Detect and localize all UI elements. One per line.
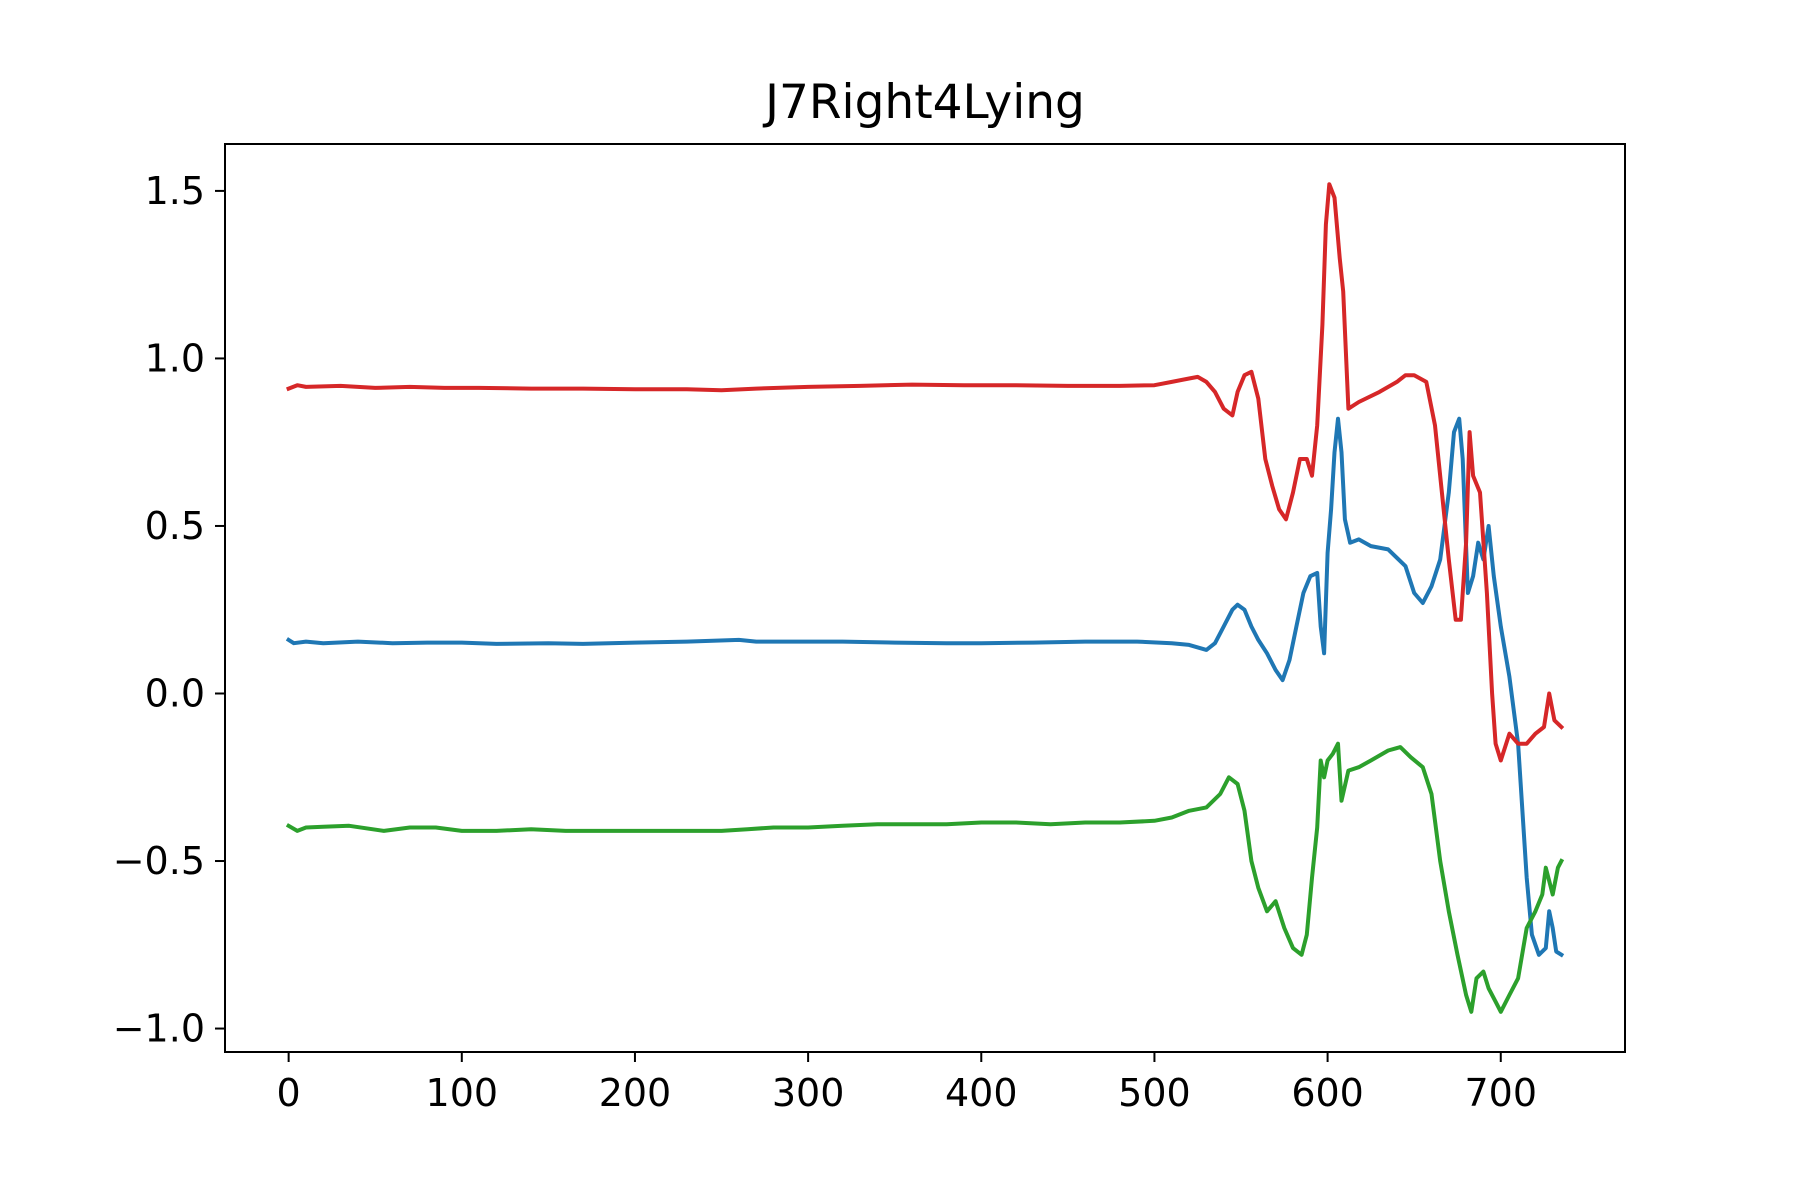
x-tick-label: 600 — [1291, 1071, 1364, 1115]
x-tick-label: 0 — [277, 1071, 301, 1115]
x-tick-label: 400 — [945, 1071, 1018, 1115]
chart-title: J7Right4Lying — [762, 75, 1085, 130]
x-tick-label: 500 — [1118, 1071, 1191, 1115]
series-layer — [285, 182, 1565, 1014]
x-tick-label: 700 — [1464, 1071, 1537, 1115]
plot-frame — [224, 143, 1626, 1053]
y-tick-label: 1.5 — [145, 169, 205, 213]
y-tick-label: 0.5 — [145, 504, 205, 548]
x-tick-label: 100 — [426, 1071, 499, 1115]
y-tick-label: −1.0 — [113, 1007, 205, 1051]
x-tick-label: 300 — [772, 1071, 845, 1115]
series-green-line — [285, 741, 1565, 1014]
y-tick-label: −0.5 — [113, 839, 205, 883]
x-axis: 0 100 200 300 400 500 600 700 — [277, 1052, 1537, 1115]
x-tick-label: 200 — [599, 1071, 672, 1115]
y-axis: −1.0 −0.5 0.0 0.5 1.0 1.5 — [113, 169, 225, 1051]
series-red-line — [286, 182, 1565, 763]
y-tick-label: 1.0 — [145, 336, 205, 380]
y-tick-label: 0.0 — [145, 671, 205, 715]
